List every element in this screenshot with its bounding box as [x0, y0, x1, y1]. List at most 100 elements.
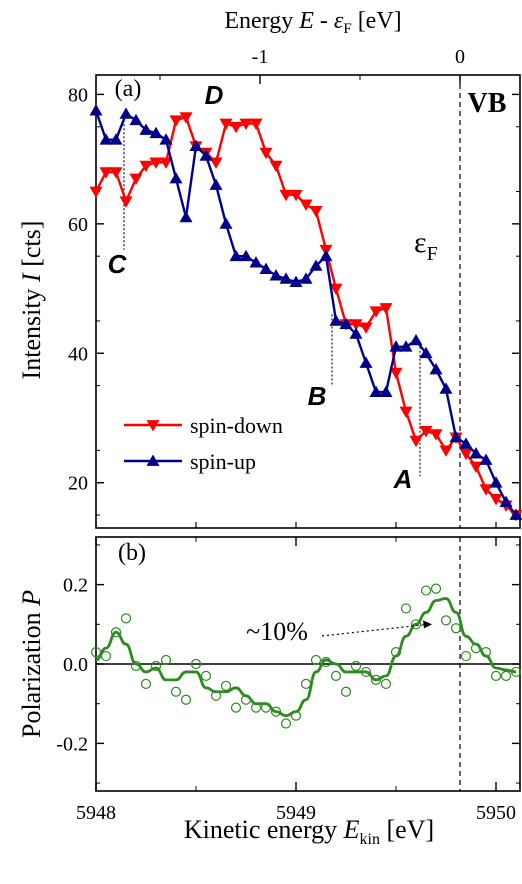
spin-up-marker [249, 256, 263, 268]
spin-down-marker [429, 429, 443, 441]
spin-down-marker [299, 199, 313, 211]
polarization-smoothed-curve [95, 597, 517, 717]
annotations: (a) D C B A VB εF (b) ~10% [108, 76, 507, 646]
spin-up-marker [499, 495, 513, 507]
annotation-panel-label: (a) [115, 76, 142, 102]
peak-markers [123, 120, 421, 477]
spin-down-marker [269, 160, 283, 173]
polarization-point [160, 654, 172, 666]
spin-down-marker [329, 283, 343, 296]
y-axis-label-polarization: Polarization P [17, 590, 46, 738]
spin-down-marker [289, 189, 303, 202]
annotation-peak-label: A [393, 464, 413, 494]
panel-a-frame [95, 74, 521, 529]
spin-up-marker [309, 259, 323, 271]
spin-up-line [94, 110, 517, 516]
spin-up-marker [489, 476, 503, 488]
spin-down-marker [459, 448, 473, 461]
polarization-point [430, 583, 442, 594]
annotation-panel-label: (b) [118, 540, 146, 566]
spin-up-marker [469, 447, 483, 459]
spin-up-marker [409, 333, 423, 346]
spin-up-marker [209, 178, 223, 190]
polarization-point [280, 718, 292, 729]
legend: spin-down spin-up [124, 413, 283, 474]
spin-down-marker [349, 319, 363, 331]
spin-down-marker [399, 406, 413, 419]
legend-label-spin-down: spin-down [190, 413, 283, 438]
spin-up-marker [439, 382, 453, 394]
spin-down-marker [149, 157, 163, 169]
spin-down-marker [89, 186, 103, 198]
panel-b-ticks: -0.2 0.0 0.2 5948 5949 5950 [56, 537, 520, 824]
y-tick-label-a: 80 [68, 84, 88, 106]
spin-up-marker [159, 133, 173, 145]
spin-down-marker [439, 445, 453, 457]
spin-up-marker [219, 217, 233, 229]
spin-up-marker [289, 275, 303, 287]
spin-down-marker [109, 167, 123, 179]
spin-down-marker [129, 173, 143, 186]
y-tick-label-a: 60 [68, 214, 88, 236]
polarization-point [170, 686, 182, 697]
spin-down-marker [249, 118, 263, 131]
legend-label-spin-up: spin-up [190, 449, 256, 474]
top-axis-label: Energy E - εF [eV] [224, 8, 401, 37]
spin-down-marker [259, 147, 273, 160]
spin-down-marker [99, 167, 113, 179]
annotation-peak-label: C [108, 249, 128, 279]
spin-up-marker [449, 430, 463, 443]
spin-down-marker [139, 160, 153, 173]
y-tick-label-b: -0.2 [56, 733, 88, 755]
callout-arrowhead [423, 620, 432, 629]
spin-down-marker [389, 367, 403, 380]
polarization-point [220, 680, 232, 691]
polarization-point [110, 627, 122, 638]
spin-down-marker [179, 112, 193, 124]
polarization-point [400, 603, 412, 614]
spin-up-marker [399, 340, 413, 352]
annotation-peak-label: D [205, 80, 224, 110]
spin-up-marker [299, 272, 313, 284]
polarization-point [180, 694, 192, 705]
x-tick-label: 5948 [76, 802, 116, 824]
polarization-point [420, 585, 432, 596]
polarization-point [350, 660, 362, 672]
legend-marker-spin-up [146, 454, 160, 466]
annotation-callout: ~10% [246, 617, 308, 646]
top-tick-label: 0 [455, 46, 465, 68]
polarization-point [450, 623, 462, 634]
spin-down-marker [159, 157, 173, 169]
spin-up-marker [389, 340, 403, 352]
polarization-point [140, 678, 152, 689]
spin-up-marker [329, 314, 343, 326]
spin-up-marker [349, 327, 363, 339]
y-tick-label-b: 0.0 [63, 654, 88, 676]
top-axis-ticks: -1 0 [159, 46, 465, 84]
spin-down-marker [219, 118, 233, 131]
polarization-point [330, 670, 342, 682]
spin-down-marker [489, 494, 503, 506]
panel-b-series [90, 583, 522, 729]
spin-up-marker [169, 172, 183, 184]
spin-up-marker [479, 453, 493, 465]
legend-marker-spin-down [146, 420, 160, 432]
annotation-label: VB [468, 88, 507, 119]
spin-down-marker [309, 206, 323, 218]
spin-up-marker [339, 317, 353, 330]
spin-up-marker [99, 133, 113, 145]
spin-down-marker [229, 121, 243, 134]
spin-up-marker [149, 126, 163, 139]
spin-up-marker [379, 385, 393, 397]
spin-down-marker [279, 189, 293, 202]
x-tick-label: 5950 [476, 802, 516, 824]
panel-a-ticks: 20 40 60 80 [68, 84, 520, 528]
spin-up-marker [109, 133, 123, 145]
panel-a-series [89, 104, 522, 522]
polarization-point [340, 686, 352, 697]
polarization-point [120, 613, 132, 624]
spin-down-marker [479, 484, 493, 496]
spin-up-marker [259, 262, 273, 275]
polarization-point [230, 702, 242, 713]
